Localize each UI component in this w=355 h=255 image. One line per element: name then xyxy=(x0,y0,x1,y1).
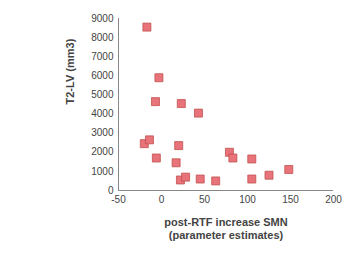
svg-text:8000: 8000 xyxy=(91,32,114,43)
svg-text:-50: -50 xyxy=(111,194,126,205)
svg-text:200: 200 xyxy=(325,194,342,205)
svg-text:0: 0 xyxy=(107,184,114,196)
svg-text:1000: 1000 xyxy=(91,166,114,177)
svg-text:T2-LV (mm3): T2-LV (mm3) xyxy=(64,38,76,104)
svg-text:6000: 6000 xyxy=(91,70,114,81)
svg-text:2000: 2000 xyxy=(91,146,114,157)
svg-text:3000: 3000 xyxy=(91,127,114,138)
svg-text:150: 150 xyxy=(282,194,299,205)
svg-text:50: 50 xyxy=(199,194,211,205)
svg-text:4000: 4000 xyxy=(91,108,114,119)
svg-text:7000: 7000 xyxy=(91,51,114,62)
svg-text:5000: 5000 xyxy=(91,89,114,100)
svg-text:9000: 9000 xyxy=(91,13,114,24)
svg-text:post-RTF increase SMN(paramete: post-RTF increase SMN(parameter estimate… xyxy=(164,216,288,241)
svg-text:0: 0 xyxy=(159,194,165,205)
svg-text:100: 100 xyxy=(239,194,256,205)
